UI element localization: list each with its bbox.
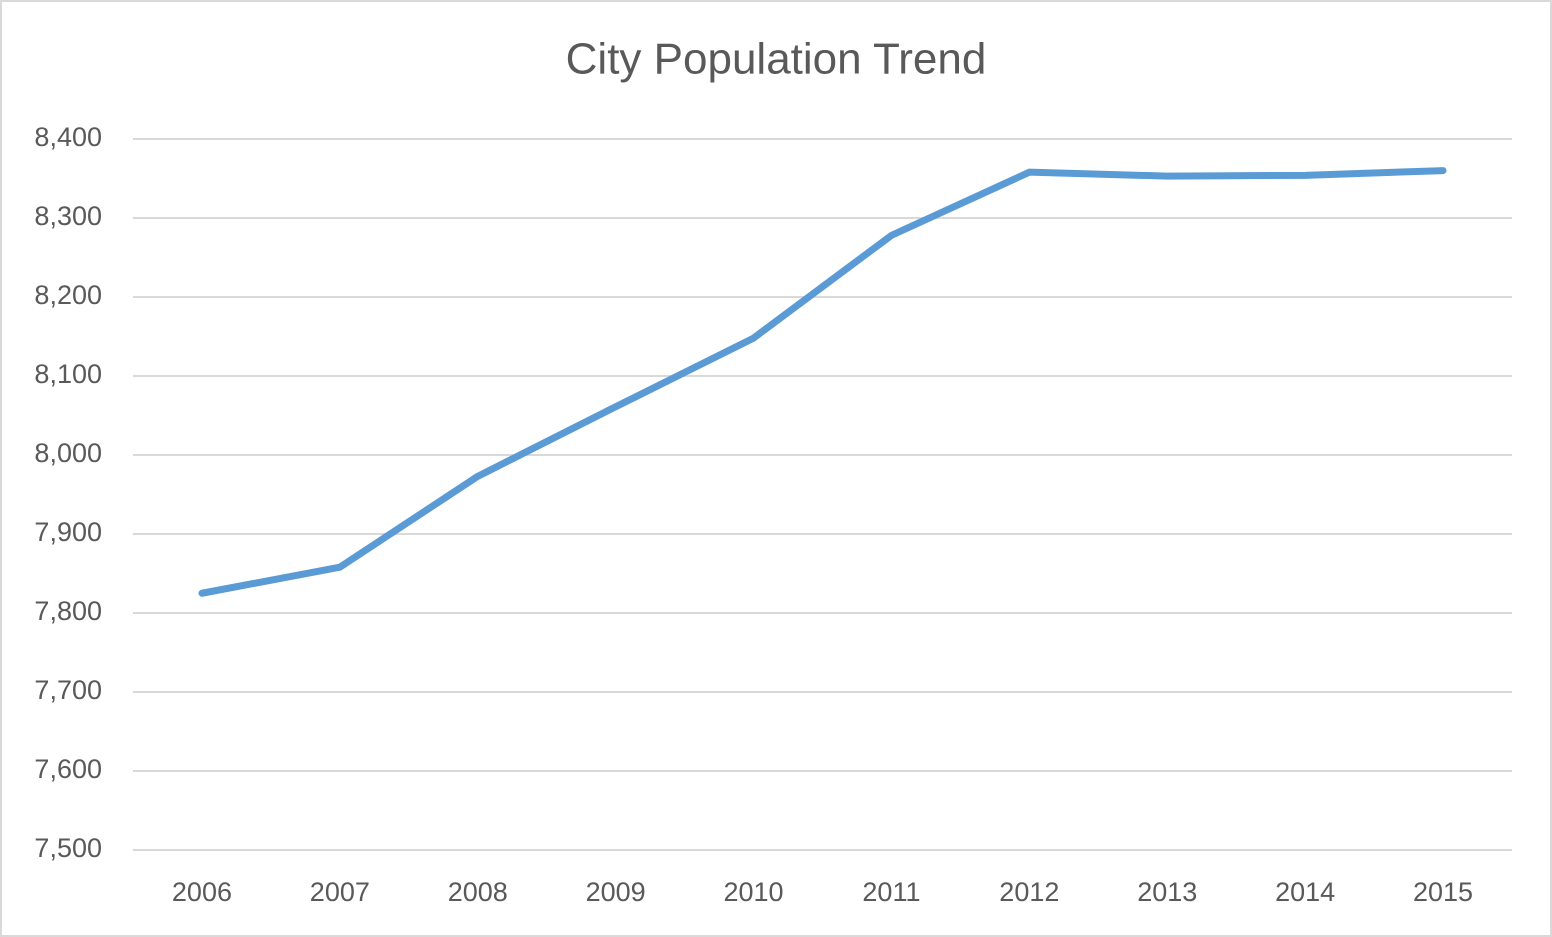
x-tick-label: 2007	[310, 877, 370, 907]
y-tick-label: 8,300	[34, 201, 102, 231]
y-tick-label: 8,100	[34, 359, 102, 389]
x-tick-label: 2015	[1413, 877, 1473, 907]
y-tick-label: 7,900	[34, 517, 102, 547]
y-tick-label: 7,600	[34, 754, 102, 784]
x-tick-label: 2011	[862, 877, 920, 907]
y-tick-label: 8,400	[34, 122, 102, 152]
chart-title: City Population Trend	[566, 35, 987, 84]
y-tick-label: 8,000	[34, 438, 102, 468]
x-tick-label: 2013	[1137, 877, 1197, 907]
x-tick-label: 2014	[1275, 877, 1335, 907]
y-tick-label: 8,200	[34, 280, 102, 310]
x-tick-label: 2009	[586, 877, 646, 907]
y-tick-label: 7,700	[34, 675, 102, 705]
y-tick-label: 7,800	[34, 596, 102, 626]
x-tick-label: 2010	[724, 877, 784, 907]
x-tick-label: 2006	[172, 877, 232, 907]
x-tick-label: 2012	[999, 877, 1059, 907]
y-tick-label: 7,500	[34, 833, 102, 863]
data-line	[198, 167, 1447, 597]
x-tick-label: 2008	[448, 877, 508, 907]
